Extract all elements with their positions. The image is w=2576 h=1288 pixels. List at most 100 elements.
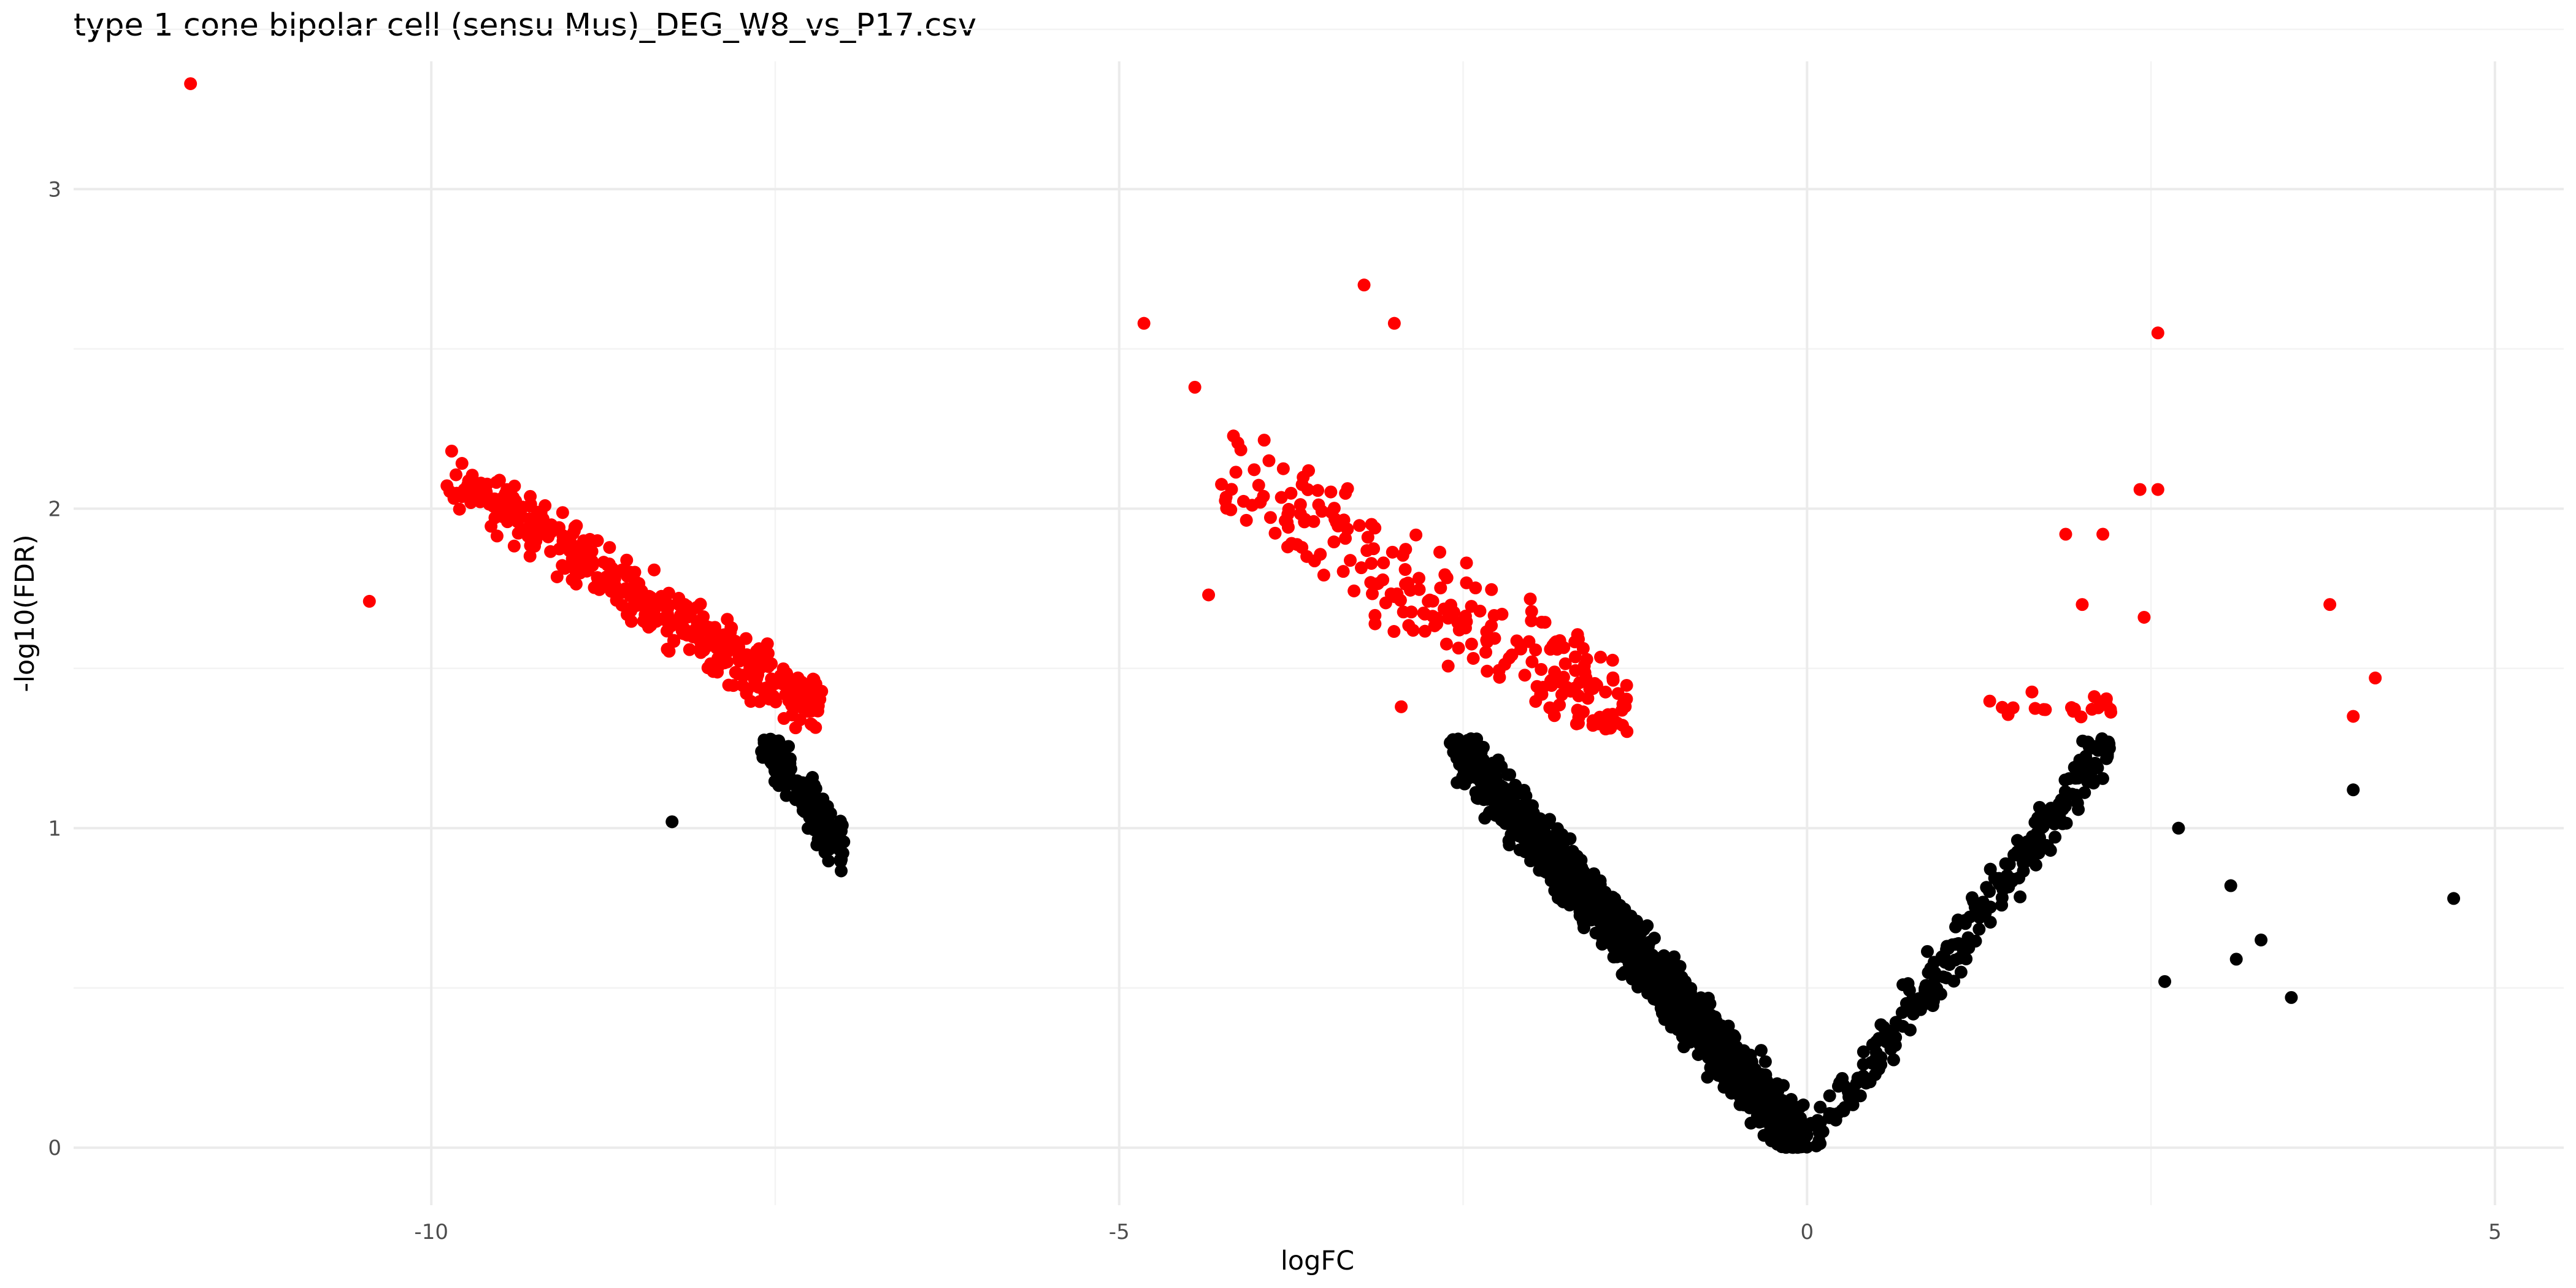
data-point-cluster-right-nonsignificant xyxy=(1965,891,1979,905)
data-point-cluster-left-nonsignificant xyxy=(834,864,848,878)
data-point-cluster-left-significant xyxy=(524,539,537,553)
data-point-cluster-right-significant xyxy=(1983,694,1996,708)
data-point-cluster-center-nonsignificant xyxy=(1548,872,1562,885)
data-point-cluster-right-significant xyxy=(2085,702,2099,716)
data-point-cluster-center-nonsignificant xyxy=(1577,921,1591,935)
data-point-cluster-center-significant xyxy=(1469,581,1482,595)
data-point-cluster-right-nonsignificant xyxy=(1874,1058,1888,1071)
data-point-cluster-center-significant xyxy=(1237,494,1251,508)
data-point-cluster-right-significant xyxy=(2064,701,2078,715)
data-point-cluster-right-nonsignificant xyxy=(1811,1119,1824,1133)
data-point-cluster-right-nonsignificant xyxy=(2011,834,2024,847)
data-point-cluster-right-nonsignificant xyxy=(1952,937,1965,950)
data-point-cluster-center-significant xyxy=(1466,651,1480,665)
data-point-cluster-left-nonsignificant xyxy=(817,806,830,819)
data-point-cluster-center-significant xyxy=(1465,600,1478,613)
data-point-cluster-center-significant xyxy=(1572,711,1585,724)
data-point-cluster-center-nonsignificant xyxy=(1767,1102,1781,1116)
data-point-cluster-left-nonsignificant xyxy=(802,822,815,835)
data-point-cluster-left-significant xyxy=(580,548,593,562)
data-point-cluster-left-significant xyxy=(490,529,504,543)
data-point-cluster-center-nonsignificant xyxy=(1741,1079,1755,1093)
data-point-cluster-center-significant xyxy=(1620,678,1633,692)
data-point-cluster-center-significant xyxy=(1257,489,1270,503)
data-point-cluster-left-significant xyxy=(777,711,791,725)
data-point-cluster-center-nonsignificant xyxy=(1693,1032,1707,1046)
data-point-cluster-right-nonsignificant xyxy=(1924,962,1938,975)
data-point-cluster-left-significant xyxy=(493,473,506,487)
data-point-cluster-center-significant xyxy=(1355,561,1368,575)
data-point-cluster-center-nonsignificant xyxy=(1587,880,1600,893)
data-point-cluster-center-nonsignificant xyxy=(1658,1013,1671,1026)
data-point-cluster-right-nonsignificant xyxy=(2011,845,2024,859)
data-point-cluster-center-significant xyxy=(1606,671,1620,684)
data-point-cluster-center-nonsignificant xyxy=(1615,924,1628,938)
data-point-cluster-center-nonsignificant xyxy=(1635,938,1648,951)
data-point-cluster-left-significant xyxy=(610,594,623,607)
data-point-cluster-right-nonsignificant xyxy=(2040,838,2053,852)
data-point-cluster-center-significant xyxy=(1284,486,1298,500)
data-point-cluster-left-significant xyxy=(624,615,638,628)
data-point-cluster-center-significant xyxy=(1308,554,1321,567)
data-point-cluster-left-nonsignificant xyxy=(780,779,793,792)
data-point-cluster-center-nonsignificant xyxy=(1509,778,1522,792)
data-point-cluster-right-nonsignificant xyxy=(1812,1134,1826,1148)
data-point-cluster-center-significant xyxy=(1290,538,1304,551)
data-point-cluster-right-nonsignificant xyxy=(1814,1100,1827,1114)
data-point-cluster-left-significant xyxy=(500,515,514,529)
data-point-cluster-center-nonsignificant xyxy=(1674,1000,1687,1013)
data-point-cluster-center-significant xyxy=(1376,573,1390,586)
data-point-cluster-center-significant xyxy=(1543,701,1557,715)
data-point-cluster-right-nonsignificant xyxy=(1857,1045,1870,1059)
data-point-cluster-right-nonsignificant xyxy=(2072,803,2085,816)
data-point-cluster-left-significant xyxy=(447,492,461,505)
data-point-cluster-center-significant xyxy=(1347,584,1361,597)
data-point-cluster-center-significant xyxy=(1495,607,1509,621)
data-point-cluster-center-significant xyxy=(1465,637,1478,651)
data-point-cluster-center-significant xyxy=(1220,502,1233,515)
data-point-cluster-center-significant xyxy=(1361,531,1374,544)
data-point-cluster-center-significant xyxy=(1268,526,1282,540)
data-point-cluster-left-significant xyxy=(524,489,537,503)
data-point-cluster-right-nonsignificant xyxy=(1936,970,1950,984)
data-point-cluster-left-significant xyxy=(529,526,542,540)
data-point-cluster-left-significant xyxy=(807,701,821,715)
data-point xyxy=(1357,278,1371,292)
data-point-cluster-center-nonsignificant xyxy=(1497,815,1511,828)
data-point-cluster-right-nonsignificant xyxy=(1961,931,1975,945)
data-point-cluster-left-significant xyxy=(638,591,651,604)
data-point-cluster-right-nonsignificant xyxy=(1942,941,1955,955)
data-point-cluster-right-nonsignificant xyxy=(1887,1053,1900,1067)
data-point-cluster-right-nonsignificant xyxy=(1906,1007,1920,1021)
data-point-cluster-center-significant xyxy=(1405,605,1418,619)
data-point-cluster-center-significant xyxy=(1545,673,1558,687)
data-point-cluster-right-nonsignificant xyxy=(2058,799,2072,813)
data-point-cluster-left-nonsignificant xyxy=(822,854,835,868)
data-point-cluster-center-nonsignificant xyxy=(1771,1084,1785,1098)
data-point-cluster-left-significant xyxy=(558,562,572,575)
data-point-cluster-center-significant xyxy=(1452,642,1465,655)
data-point-cluster-left-significant xyxy=(577,534,591,548)
data-point-cluster-center-nonsignificant xyxy=(1549,846,1563,859)
x-tick-label: 5 xyxy=(2488,1220,2502,1244)
data-point xyxy=(2076,598,2089,611)
data-point xyxy=(1387,316,1401,330)
data-point-cluster-center-significant xyxy=(1311,484,1325,497)
data-point-cluster-center-significant xyxy=(1480,625,1493,638)
data-point-cluster-center-significant xyxy=(1294,498,1307,512)
data-point-cluster-right-nonsignificant xyxy=(1863,1075,1877,1089)
data-point-cluster-right-nonsignificant xyxy=(1919,982,1932,995)
data-point-cluster-center-nonsignificant xyxy=(1451,732,1465,746)
data-point-cluster-left-significant xyxy=(662,645,676,658)
data-point-cluster-left-significant xyxy=(724,621,738,635)
data-point-cluster-center-nonsignificant xyxy=(1708,1022,1722,1036)
data-point-cluster-center-significant xyxy=(1336,565,1350,578)
axis-ticks: -10 -5 0 5 0 1 2 3 xyxy=(48,177,2501,1244)
data-point-cluster-center-significant xyxy=(1606,653,1619,667)
data-point-cluster-left-nonsignificant xyxy=(799,782,812,795)
data-point-cluster-center-significant xyxy=(1240,513,1253,527)
data-point xyxy=(2347,783,2360,797)
data-point-cluster-center-nonsignificant xyxy=(1723,1033,1737,1046)
data-point-cluster-right-nonsignificant xyxy=(1823,1106,1836,1120)
data-point-cluster-right-nonsignificant xyxy=(1953,951,1966,965)
